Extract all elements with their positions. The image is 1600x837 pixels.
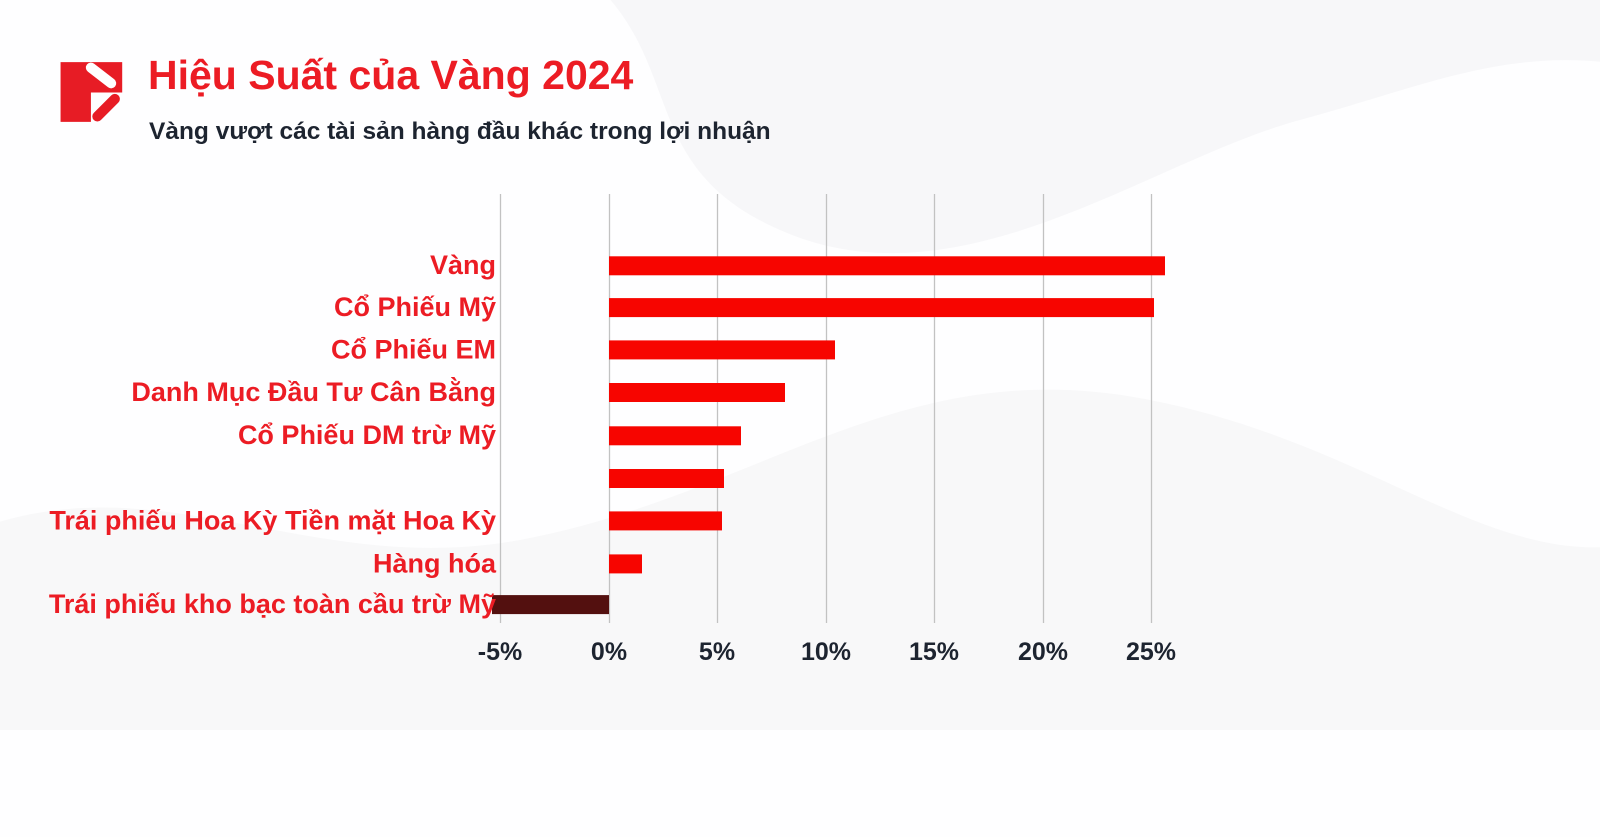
svg-text:5%: 5%	[699, 638, 735, 666]
svg-text:Cổ Phiếu EM: Cổ Phiếu EM	[331, 334, 496, 364]
svg-text:10%: 10%	[801, 638, 851, 666]
svg-text:Trái phiếu Hoa Kỳ Tiền mặt Hoa: Trái phiếu Hoa Kỳ Tiền mặt Hoa Kỳ	[49, 505, 496, 535]
svg-text:Hàng hóa: Hàng hóa	[373, 548, 497, 578]
svg-text:15%: 15%	[909, 638, 959, 666]
svg-text:-5%: -5%	[478, 638, 522, 666]
svg-text:20%: 20%	[1018, 638, 1068, 666]
svg-text:Cổ Phiếu Mỹ: Cổ Phiếu Mỹ	[334, 292, 496, 322]
svg-text:Cổ Phiếu DM trừ Mỹ: Cổ Phiếu DM trừ Mỹ	[238, 420, 496, 450]
svg-text:Trái phiếu kho bạc toàn cầu tr: Trái phiếu kho bạc toàn cầu trừ Mỹ	[49, 589, 496, 619]
svg-text:Vàng: Vàng	[430, 250, 496, 280]
svg-text:25%: 25%	[1126, 638, 1176, 666]
svg-text:Danh Mục Đầu Tư Cân Bằng: Danh Mục Đầu Tư Cân Bằng	[131, 376, 496, 407]
svg-text:0%: 0%	[591, 638, 627, 666]
